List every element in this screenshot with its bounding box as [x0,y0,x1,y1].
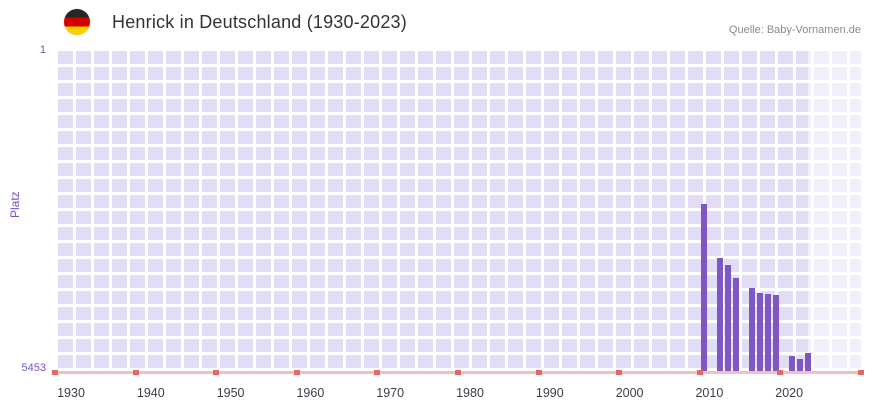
x-axis-tick [696,370,703,375]
bar-2009[interactable] [701,203,708,371]
germany-flag-icon [64,9,90,35]
bar-2017[interactable] [765,293,772,371]
bar-2020[interactable] [789,356,796,371]
source-label: Quelle: Baby-Vornamen.de [728,24,861,36]
x-tick-label-1980: 1980 [456,386,484,400]
x-axis-tick [213,370,220,375]
bar-2018[interactable] [773,294,780,371]
bar-2012[interactable] [725,264,732,371]
x-tick-label-2020: 2020 [775,386,804,400]
x-axis-tick [777,370,784,375]
x-tick-label-1940: 1940 [136,386,165,400]
plot-area [55,50,861,371]
bar-2011[interactable] [717,258,724,371]
y-axis-label: Platz [8,191,22,218]
bar-2021[interactable] [797,359,804,371]
x-axis-tick [535,370,542,375]
x-tick-labels: 1930 1940 1950 1960 1970 1980 1990 2000 2010 2020 [55,386,861,406]
x-axis-line [52,370,864,375]
x-tick-label-1970: 1970 [376,386,405,400]
x-tick-label-1960: 1960 [296,386,325,400]
highlight-band [807,50,861,371]
y-tick-bottom: 5453 [21,362,46,374]
x-axis-tick [132,370,139,375]
y-tick-top: 1 [39,44,46,56]
x-tick-label-1990: 1990 [535,386,564,400]
x-tick-label-1930: 1930 [57,386,85,400]
x-axis-tick [293,370,300,375]
x-axis-tick [858,370,864,375]
chart-title: Henrick in Deutschland (1930-2023) [112,12,407,32]
x-tick-label-2010: 2010 [695,386,724,400]
bar-2015[interactable] [749,288,756,371]
bar-2016[interactable] [757,293,764,371]
x-axis-tick [374,370,381,375]
x-axis-tick [616,370,623,375]
x-axis-tick [52,370,58,375]
x-axis-tick [455,370,461,375]
bar-2022[interactable] [805,353,812,371]
x-tick-label-2000: 2000 [615,386,644,400]
x-tick-label-1950: 1950 [216,386,245,400]
bar-2013[interactable] [733,277,740,371]
